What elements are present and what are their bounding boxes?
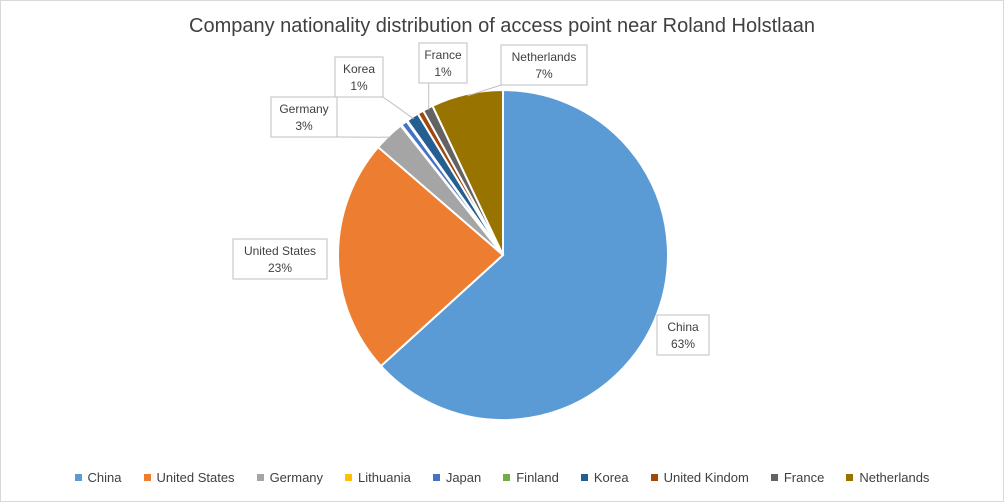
legend-label: China [87, 470, 122, 485]
legend-label: Finland [516, 470, 559, 485]
data-label-percent: 1% [350, 79, 368, 93]
data-label-germany: Germany 3% [270, 96, 391, 138]
data-label-name: Netherlands [512, 50, 577, 64]
data-label-united-states: United States 23% [232, 238, 328, 280]
data-label-box [334, 56, 384, 98]
legend-item-japan: Japan [432, 470, 482, 485]
legend-label: Korea [593, 470, 629, 485]
data-label-name: Korea [343, 62, 375, 76]
legend-item-korea: Korea [580, 470, 629, 485]
data-label-percent: 63% [671, 337, 695, 351]
chart-legend: China United States Germany Lithuania Japan F… [1, 470, 1003, 485]
pie-chart: China 63% United States 23% Germany 3% Korea 1%… [232, 42, 710, 421]
legend-swatch [256, 474, 264, 481]
legend-label: Germany [269, 470, 324, 485]
legend-swatch [345, 474, 353, 481]
legend-swatch [503, 474, 511, 481]
leader-line [382, 96, 414, 120]
data-label-korea: Korea 1% [334, 56, 414, 120]
data-label-box [270, 96, 338, 138]
data-label-box [232, 238, 328, 280]
legend-label: United Kindom [663, 470, 749, 485]
pie-slice-china [379, 88, 669, 421]
legend-label: Lithuania [358, 470, 411, 485]
chart-title: Company nationality distribution of acce… [189, 15, 815, 37]
legend-label: United States [156, 470, 235, 485]
pie-slice-netherlands [431, 88, 504, 256]
legend-item-china: China [74, 470, 122, 485]
legend-label: France [783, 470, 825, 485]
pie-slice-united-states [337, 145, 505, 368]
legend-item-finland: Finland [503, 470, 559, 485]
data-label-name: United States [244, 244, 316, 258]
legend-label: Japan [445, 470, 482, 485]
legend-item-germany: Germany [256, 470, 324, 485]
data-label-box [418, 42, 468, 84]
data-label-percent: 3% [295, 119, 313, 133]
legend-swatch [143, 474, 151, 481]
data-label-percent: 1% [434, 65, 452, 79]
legend-item-united-kindom: United Kindom [650, 470, 749, 485]
data-label-china: China 63% [656, 314, 710, 356]
data-label-france: France 1% [418, 42, 468, 110]
legend-swatch [650, 474, 658, 481]
legend-item-france: France [770, 470, 825, 485]
data-label-name: France [424, 48, 462, 62]
legend-swatch [432, 474, 440, 481]
legend-item-lithuania: Lithuania [345, 470, 411, 485]
legend-swatch [770, 474, 778, 481]
legend-swatch [846, 474, 854, 481]
data-label-name: Germany [279, 102, 328, 116]
legend-label: Netherlands [859, 470, 930, 485]
legend-swatch [580, 474, 588, 481]
legend-swatch [74, 474, 82, 481]
data-label-box [500, 44, 588, 86]
data-label-percent: 7% [535, 67, 553, 81]
legend-item-netherlands: Netherlands [846, 470, 929, 485]
legend-item-united-states: United States [143, 470, 235, 485]
data-label-netherlands: Netherlands 7% [467, 44, 588, 97]
data-label-box [656, 314, 710, 356]
data-label-percent: 23% [268, 261, 292, 275]
leader-line [467, 84, 502, 97]
data-label-name: China [667, 320, 699, 334]
